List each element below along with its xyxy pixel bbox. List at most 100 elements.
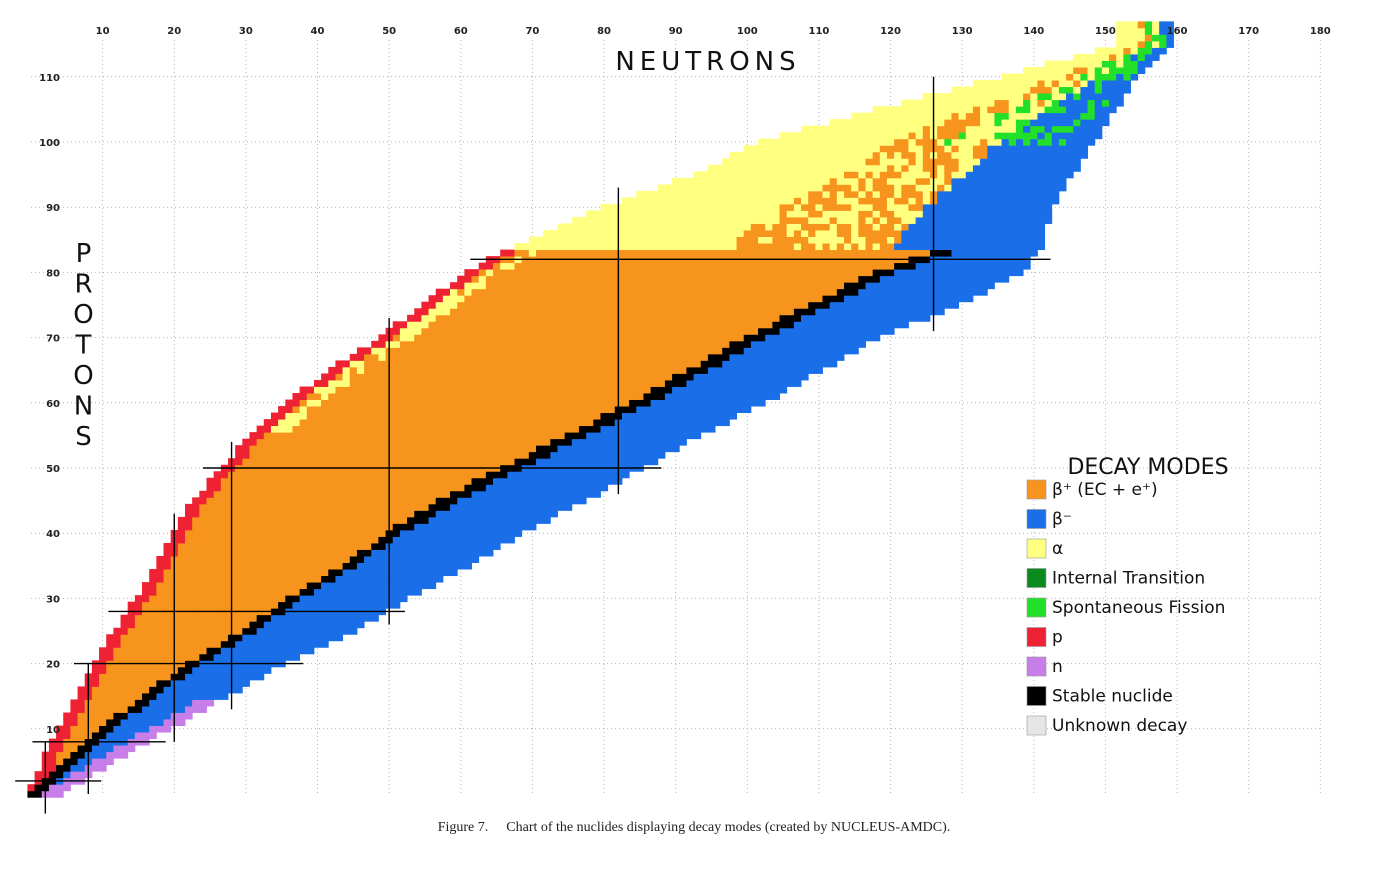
nuclide-cell (865, 210, 874, 218)
nuclide-cell (894, 288, 902, 296)
nuclide-cell (858, 334, 866, 342)
nuclide-cell (729, 230, 738, 237)
nuclide-cell (328, 406, 336, 414)
nuclide-cell (571, 379, 580, 387)
nuclide-cell (535, 451, 544, 459)
nuclide-cell (399, 432, 408, 440)
nuclide-cell (134, 653, 143, 661)
nuclide-cell (643, 230, 652, 237)
nuclide-cell (801, 184, 809, 192)
nuclide-cell (399, 393, 408, 400)
nuclide-cell (292, 523, 301, 531)
nuclide-cell (185, 653, 193, 661)
nuclide-cell (378, 438, 387, 446)
nuclide-cell (578, 477, 587, 485)
nuclide-cell (113, 705, 121, 713)
nuclide-cell (836, 295, 845, 303)
nuclide-cell (922, 164, 931, 172)
nuclide-cell (485, 347, 494, 355)
nuclide-cell (636, 216, 644, 224)
nuclide-cell (1023, 197, 1031, 205)
nuclide-cell (793, 151, 802, 159)
nuclide-cell (543, 236, 551, 244)
nuclide-cell (593, 347, 601, 355)
nuclide-cell (407, 327, 415, 335)
nuclide-cell (507, 438, 515, 446)
nuclide-cell (313, 529, 322, 537)
nuclide-cell (220, 484, 229, 492)
nuclide-cell (901, 164, 909, 172)
nuclide-cell (435, 327, 444, 335)
nuclide-cell (220, 503, 229, 511)
nuclide-cell (607, 445, 616, 453)
nuclide-cell (543, 451, 551, 459)
nuclide-cell (1023, 216, 1031, 224)
nuclide-cell (550, 399, 558, 407)
nuclide-cell (872, 171, 881, 179)
nuclide-cell (335, 601, 344, 609)
nuclide-cell (657, 412, 666, 420)
nuclide-cell (879, 269, 888, 277)
nuclide-cell (586, 327, 594, 335)
nuclide-cell (707, 216, 716, 224)
nuclide-cell (937, 203, 945, 211)
nuclide-cell (528, 419, 537, 427)
nuclide-cell (915, 145, 924, 153)
nuclide-cell (321, 484, 329, 492)
nuclide-cell (270, 510, 279, 518)
nuclide-cell (815, 190, 823, 198)
nuclide-cell (521, 432, 530, 440)
nuclide-cell (120, 699, 129, 707)
nuclide-cell (392, 393, 401, 400)
nuclide-cell (772, 282, 780, 290)
nuclide-cell (750, 301, 759, 309)
nuclide-cell (894, 243, 902, 251)
nuclide-cell (693, 262, 702, 270)
nuclide-cell (829, 301, 838, 309)
nuclide-cell (528, 458, 537, 466)
nuclide-cell (199, 595, 207, 603)
nuclide-cell (836, 262, 845, 270)
nuclide-cell (700, 184, 709, 192)
nuclide-cell (378, 360, 387, 368)
nuclide-cell (607, 451, 616, 459)
nuclide-cell (700, 393, 709, 400)
nuclide-cell (915, 177, 924, 185)
nuclide-cell (392, 360, 401, 368)
nuclide-cell (450, 549, 458, 557)
nuclide-cell (879, 210, 888, 218)
nuclide-cell (922, 138, 931, 146)
nuclide-cell (156, 640, 164, 648)
nuclide-cell (528, 334, 537, 342)
nuclide-cell (750, 262, 759, 270)
nuclide-cell (994, 158, 1003, 166)
nuclide-cell (206, 562, 215, 570)
nuclide-cell (500, 445, 508, 453)
nuclide-cell (149, 569, 157, 577)
nuclide-cell (715, 197, 723, 205)
nuclide-cell (464, 347, 472, 355)
nuclide-cell (844, 190, 852, 198)
nuclide-cell (700, 282, 709, 290)
nuclide-cell (70, 732, 79, 740)
nuclide-cell (643, 393, 652, 400)
nuclide-cell (192, 666, 200, 674)
nuclide-cell (586, 373, 594, 381)
nuclide-cell (650, 366, 659, 374)
nuclide-cell (321, 556, 329, 563)
nuclide-cell (715, 210, 723, 218)
nuclide-cell (958, 151, 967, 159)
nuclide-cell (758, 236, 766, 244)
nuclide-cell (464, 536, 472, 544)
nuclide-cell (543, 412, 551, 420)
nuclide-cell (356, 614, 365, 622)
nuclide-cell (421, 438, 429, 446)
nuclide-cell (707, 223, 716, 231)
nuclide-cell (621, 425, 630, 433)
nuclide-cell (657, 399, 666, 407)
nuclide-cell (521, 497, 530, 505)
nuclide-cell (263, 471, 272, 479)
nuclide-cell (407, 549, 415, 557)
nuclide-cell (987, 269, 995, 277)
nuclide-cell (765, 243, 773, 251)
